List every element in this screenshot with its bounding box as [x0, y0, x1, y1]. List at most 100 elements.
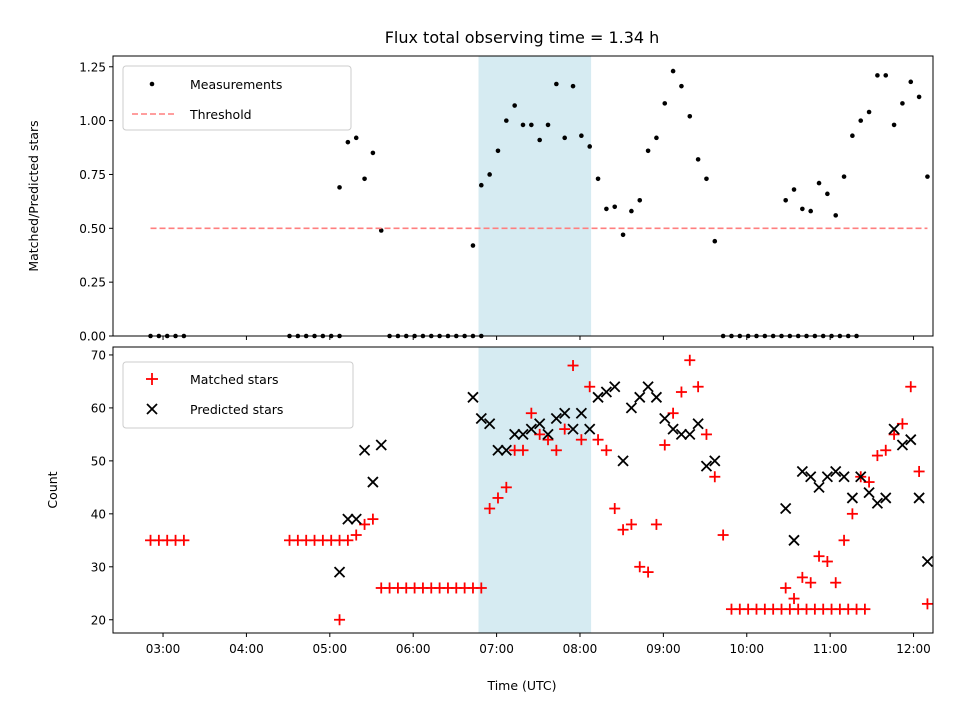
top-axes-frame	[112, 55, 934, 337]
matched-stars-point	[650, 518, 662, 530]
y-tick-label: 60	[91, 401, 106, 415]
measurement-point	[479, 182, 484, 188]
x-tick-label: 06:00	[396, 642, 431, 656]
matched-stars-point	[813, 550, 825, 562]
measurement-point	[520, 122, 526, 128]
predicted-stars-point	[796, 465, 808, 478]
matched-stars-point	[475, 582, 487, 594]
matched-stars-point	[334, 614, 346, 626]
y-tick-label: 50	[91, 454, 106, 468]
measurement-point	[353, 135, 359, 141]
predicted-stars-point	[625, 402, 638, 414]
top-legend: Measurements Threshold	[122, 65, 352, 131]
matched-stars-point	[350, 529, 362, 541]
predicted-stars-point	[675, 428, 688, 441]
matched-stars-point	[830, 577, 842, 589]
measurement-point	[604, 206, 609, 212]
predicted-stars-point	[863, 487, 875, 499]
predicted-stars-point	[584, 423, 596, 435]
predicted-stars-point	[492, 444, 504, 456]
predicted-stars-point	[550, 412, 562, 425]
bottom-legend: Matched stars Predicted stars	[122, 361, 354, 429]
matched-stars-point	[821, 556, 833, 567]
top-highlight-span	[478, 56, 592, 336]
measurement-point	[629, 208, 634, 214]
predicted-stars-point	[709, 455, 721, 467]
predicted-stars-point	[913, 492, 925, 504]
x-tick-label: 04:00	[229, 642, 264, 656]
predicted-stars-point	[888, 423, 900, 435]
predicted-stars-point	[367, 476, 379, 488]
predicted-stars-point	[684, 428, 696, 441]
predicted-stars-point	[788, 534, 800, 546]
matched-stars-point	[659, 439, 671, 451]
top-y-axis-label: Matched/Predicted stars	[26, 120, 41, 271]
measurement-point	[883, 73, 889, 78]
top-legend-box	[122, 65, 352, 131]
matched-stars-point	[684, 354, 696, 366]
measurement-point	[712, 238, 718, 244]
predicted-stars-point	[609, 381, 621, 393]
matched-stars-point	[709, 471, 721, 483]
matched-stars-point	[846, 508, 858, 520]
measurement-point	[800, 206, 805, 212]
matched-stars-point	[921, 598, 933, 610]
predicted-stars-point	[484, 418, 496, 430]
y-tick-label: 0.25	[79, 276, 106, 290]
measurement-point	[470, 243, 476, 248]
measurement-point	[370, 150, 376, 156]
predicted-stars-point	[600, 386, 613, 398]
measurement-point	[654, 135, 659, 141]
legend-measurements-label: Measurements	[190, 77, 282, 92]
measurement-point	[704, 176, 709, 182]
x-tick-label: 12:00	[896, 642, 931, 656]
matched-stars-point	[592, 434, 604, 446]
x-tick-label: 03:00	[146, 642, 181, 656]
measurement-point	[362, 176, 367, 182]
x-tick-label: 11:00	[813, 642, 848, 656]
measurement-point	[620, 232, 626, 238]
matched-stars-point	[559, 423, 571, 435]
bottom-y-ticks: 20 30 40 50 60 70	[91, 348, 113, 627]
measurement-point	[579, 133, 584, 138]
x-tick-label: 07:00	[479, 642, 514, 656]
predicted-stars-point	[846, 492, 859, 504]
matched-stars-point	[342, 534, 354, 546]
top-y-ticks: 0.00 0.25 0.50 0.75 1.00 1.25	[79, 60, 113, 344]
measurement-point	[504, 118, 509, 123]
y-tick-label: 0.75	[79, 168, 106, 182]
matched-stars-point	[888, 428, 900, 440]
predicted-stars-point	[350, 513, 362, 525]
predicted-stars-point	[813, 481, 825, 493]
predicted-stars-point	[475, 412, 487, 425]
measurement-point	[570, 83, 576, 89]
measurement-point	[900, 101, 905, 106]
matched-stars-point	[913, 465, 925, 477]
matched-stars-point	[492, 492, 504, 504]
matched-stars-point	[575, 434, 587, 446]
x-tick-label: 09:00	[646, 642, 681, 656]
matched-stars-point	[871, 450, 883, 462]
measurement-point	[916, 94, 922, 100]
predicted-stars-point	[700, 460, 713, 472]
predicted-stars-point	[838, 471, 850, 483]
measurement-point	[825, 191, 830, 197]
predicted-stars-point	[467, 391, 479, 403]
measurement-point	[875, 73, 880, 78]
measurement-point	[537, 137, 542, 143]
matched-stars-point	[859, 603, 871, 615]
legend-matched-label: Matched stars	[190, 372, 278, 387]
predicted-stars-point	[559, 407, 571, 419]
measurement-point	[670, 68, 676, 74]
measurement-point	[687, 114, 693, 119]
x-tick-label: 05:00	[313, 642, 348, 656]
legend-matched-marker	[146, 373, 158, 385]
measurement-point	[545, 122, 551, 128]
predicted-stars-point	[830, 465, 842, 478]
measurement-point	[783, 198, 788, 203]
measurement-point	[679, 83, 684, 89]
y-tick-label: 0.00	[79, 330, 106, 344]
matched-stars-point	[780, 582, 792, 594]
measurement-point	[858, 118, 864, 123]
measurement-point	[925, 174, 930, 179]
